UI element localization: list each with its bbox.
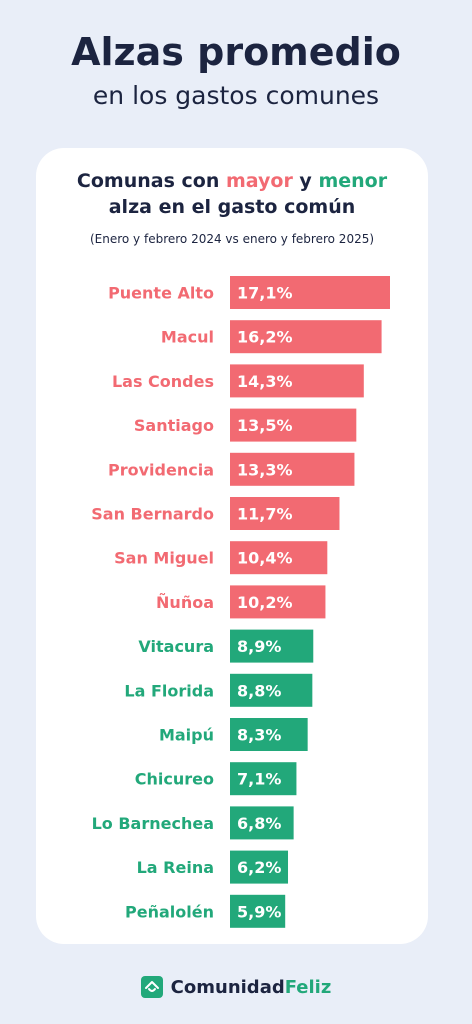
value-label: 16,2%: [237, 328, 293, 347]
value-label: 8,8%: [237, 681, 281, 700]
bar-chicureo: [230, 762, 297, 796]
category-label: La Reina: [137, 858, 214, 877]
value-label: 17,1%: [237, 284, 293, 303]
bar-santiago: [230, 408, 357, 442]
bar-ñuñoa: [230, 585, 326, 619]
bar-maipú: [230, 718, 308, 751]
value-label: 6,2%: [237, 858, 281, 877]
bar-la-reina: [230, 850, 289, 884]
page-title: Alzas promedio: [71, 30, 401, 74]
bar-peñalolén: [230, 894, 286, 928]
category-label: La Florida: [124, 681, 214, 700]
brand-part1: Comunidad: [170, 976, 285, 998]
value-label: 8,9%: [237, 637, 281, 656]
chart-heading: Comunas con mayor y menor alza en el gas…: [36, 168, 428, 220]
value-label: 5,9%: [237, 902, 281, 921]
bar-puente-alto: [230, 276, 390, 309]
bar-macul: [230, 320, 382, 354]
house-icon: [140, 976, 163, 998]
chart-period: (Enero y febrero 2024 vs enero y febrero…: [89, 232, 375, 246]
chart-card: Comunas con mayor y menor alza en el gas…: [36, 148, 428, 944]
bar-la-florida: [230, 673, 313, 707]
category-label: San Miguel: [114, 549, 214, 568]
category-label: Chicureo: [135, 770, 214, 789]
value-label: 11,7%: [237, 505, 293, 524]
heading-menor: menor: [318, 170, 388, 192]
category-label: Providencia: [108, 460, 214, 479]
bar-lo-barnechea: [230, 806, 294, 840]
value-label: 13,3%: [237, 460, 293, 479]
category-label: Maipú: [159, 726, 214, 745]
category-label: Santiago: [134, 416, 214, 435]
category-label: Las Condes: [112, 372, 214, 391]
category-label: Ñuñoa: [156, 593, 214, 612]
value-label: 14,3%: [237, 372, 293, 391]
value-label: 8,3%: [237, 726, 281, 745]
category-label: Lo Barnechea: [92, 814, 214, 833]
value-label: 10,2%: [237, 593, 293, 612]
bar-las-condes: [230, 364, 364, 398]
bar-providencia: [230, 452, 355, 486]
value-label: 10,4%: [237, 549, 293, 568]
brand-name: ComunidadFeliz: [171, 977, 332, 998]
page-subtitle: en los gastos comunes: [92, 81, 380, 110]
heading-line2: alza en el gasto común: [108, 196, 356, 218]
value-label: 7,1%: [237, 770, 281, 789]
heading-mayor: mayor: [225, 170, 293, 192]
bar-chart: Puente Alto 17,1% Macul 16,2% Las Condes 14,3…: [91, 276, 390, 928]
value-label: 13,5%: [237, 416, 293, 435]
bar-san-miguel: [230, 541, 328, 575]
brand-part2: Feliz: [284, 976, 332, 998]
category-label: Peñalolén: [125, 902, 214, 921]
heading-and: y: [292, 170, 319, 192]
value-label: 6,8%: [237, 814, 281, 833]
footer-brand: ComunidadFeliz: [0, 972, 472, 1002]
heading-prefix: Comunas con: [76, 170, 226, 192]
category-label: Macul: [161, 328, 214, 347]
bar-san-bernardo: [230, 497, 340, 530]
category-label: Vitacura: [138, 637, 214, 656]
bar-vitacura: [230, 629, 314, 663]
category-label: Puente Alto: [108, 284, 214, 303]
category-label: San Bernardo: [91, 505, 214, 524]
